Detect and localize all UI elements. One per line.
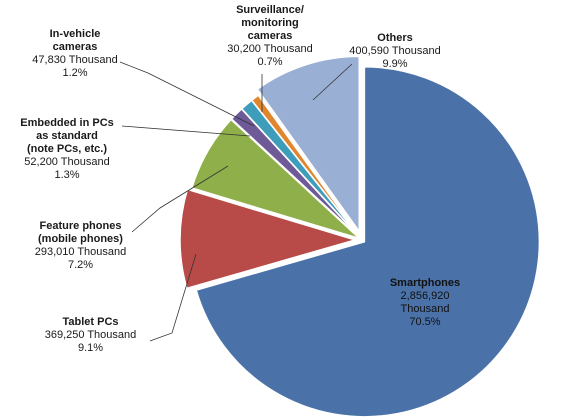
leader-line-embedded-pcs: [121, 125, 251, 137]
slice-value-in-vehicle-cameras: 47,830 Thousand: [32, 54, 118, 66]
label-smartphones: Smartphones 2,856,920 Thousand 70.5%: [355, 277, 495, 329]
label-embedded-pcs: Embedded in PCs as standard (note PCs, e…: [12, 117, 122, 182]
slice-percent-others: 9.9%: [382, 58, 408, 70]
slice-value-embedded-pcs: 52,200 Thousand: [24, 156, 110, 168]
label-feature-phones: Feature phones (mobile phones) 293,010 T…: [18, 220, 143, 272]
slice-percent-tablet-pcs: 9.1%: [77, 342, 104, 354]
slice-name-smartphones: Smartphones: [389, 277, 461, 289]
slice-percent-surveillance-cameras: 0.7%: [257, 56, 283, 68]
leader-line-tablet-pcs: [149, 253, 197, 342]
pie-slice-tablet-pcs: [179, 188, 358, 290]
slice-value-others: 400,590 Thousand: [349, 45, 441, 57]
slice-name-others: Others: [377, 32, 413, 44]
leader-line-others: [312, 63, 353, 101]
pie-slice-smartphones: [195, 66, 541, 418]
slice-percent-smartphones: 70.5%: [409, 316, 441, 328]
slice-value-tablet-pcs: 369,250 Thousand: [44, 329, 137, 341]
slice-name-feature-phones: Feature phones (mobile phones): [38, 220, 123, 245]
slice-value-feature-phones: 293,010 Thousand: [34, 246, 127, 258]
slice-name-surveillance-cameras: Surveillance/ monitoring cameras: [236, 4, 304, 42]
label-in-vehicle-cameras: In-vehicle cameras 47,830 Thousand 1.2%: [20, 28, 130, 80]
slice-value-smartphones: 2,856,920 Thousand: [400, 290, 450, 315]
slice-name-embedded-pcs: Embedded in PCs as standard (note PCs, e…: [20, 117, 114, 155]
label-tablet-pcs: Tablet PCs 369,250 Thousand 9.1%: [28, 316, 153, 355]
slice-name-tablet-pcs: Tablet PCs: [62, 316, 119, 328]
slice-name-in-vehicle-cameras: In-vehicle cameras: [49, 28, 101, 53]
pie-slice-surveillance-cameras: [250, 94, 361, 239]
slice-percent-feature-phones: 7.2%: [67, 259, 94, 271]
slice-percent-embedded-pcs: 1.3%: [54, 169, 80, 181]
pie-slice-others: [256, 55, 360, 234]
leader-line-feature-phones: [131, 165, 229, 233]
slice-value-surveillance-cameras: 30,200 Thousand: [227, 43, 313, 55]
label-others: Others 400,590 Thousand 9.9%: [340, 32, 450, 71]
label-surveillance-cameras: Surveillance/ monitoring cameras 30,200 …: [215, 4, 325, 69]
leader-line-in-vehicle-cameras: [119, 61, 255, 127]
slice-percent-in-vehicle-cameras: 1.2%: [62, 67, 88, 79]
